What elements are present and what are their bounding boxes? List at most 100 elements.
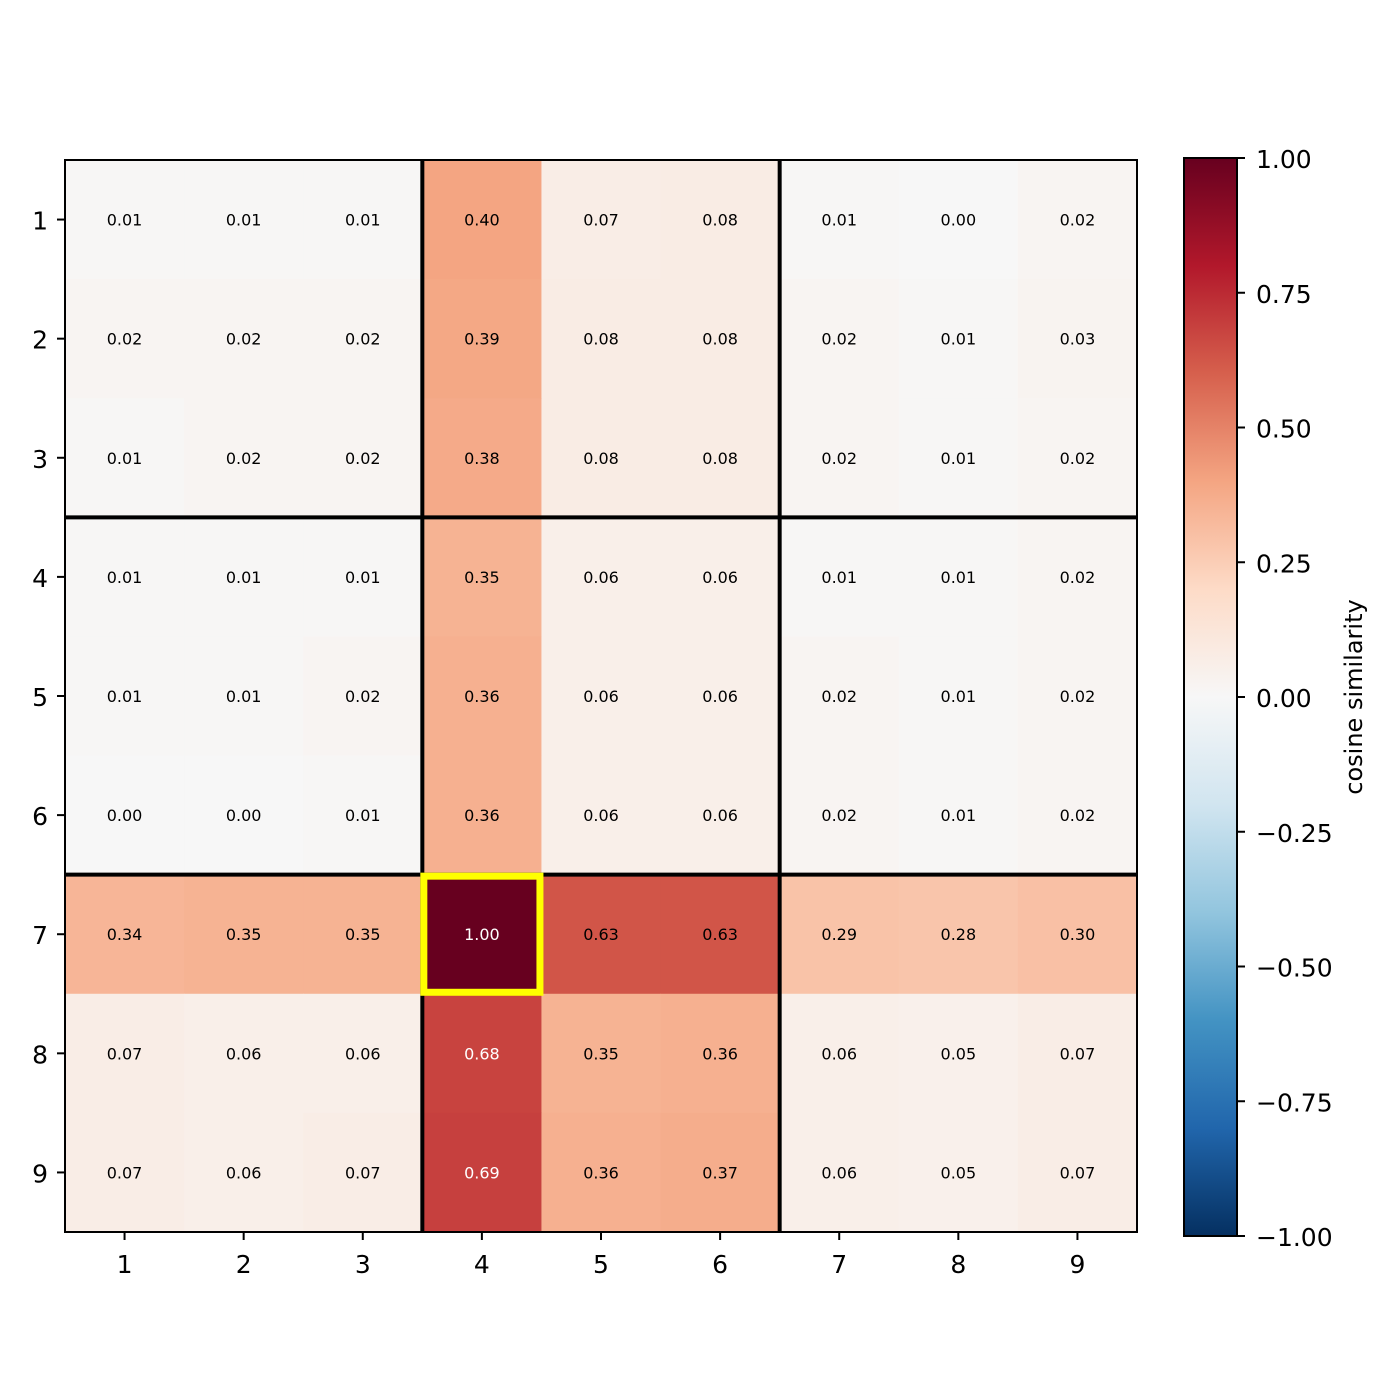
cell-value-label: 0.06: [226, 1044, 262, 1063]
heatmap-cell: [184, 755, 304, 876]
heatmap-cell: [65, 398, 185, 518]
colorbar-tick-label: 1.00: [1256, 145, 1312, 174]
colorbar-ticks: 1.00 0.75 0.50 0.25 0.00 −0.25 −0.50 −0.75 −1.00: [1237, 145, 1333, 1252]
heatmap-cell: [779, 517, 900, 637]
cell-value-label: 0.08: [583, 330, 619, 349]
y-tick-label: 7: [32, 921, 48, 950]
cell-value-label: 0.06: [345, 1044, 381, 1063]
cell-value-label: 0.07: [1060, 1163, 1096, 1182]
cell-value-label: 0.02: [821, 687, 857, 706]
cell-value-label: 0.02: [821, 449, 857, 468]
heatmap-cell: [1017, 874, 1138, 995]
cell-value-label: 0.01: [941, 687, 977, 706]
heatmap-cell: [184, 993, 304, 1114]
heatmap-cell: [541, 279, 662, 399]
heatmap-cell: [660, 1112, 781, 1233]
cell-value-label: 0.01: [107, 687, 143, 706]
cell-value-label: 0.01: [107, 211, 143, 230]
heatmap-cell: [898, 755, 1019, 876]
heatmap-cell: [541, 1112, 662, 1233]
heatmap-cell: [1017, 1112, 1138, 1233]
heatmap-cell: [1017, 160, 1138, 280]
heatmap-cell: [303, 993, 423, 1114]
heatmap-cell: [65, 874, 185, 995]
heatmap-cell: [422, 160, 542, 280]
heatmap-cell: [660, 398, 781, 518]
heatmap-cell: [898, 279, 1019, 399]
cell-value-label: 0.36: [702, 1044, 738, 1063]
cell-value-label: 0.38: [464, 449, 500, 468]
cell-value-label: 0.06: [583, 568, 619, 587]
cell-value-label: 0.02: [1060, 568, 1096, 587]
cell-value-label: 0.07: [107, 1163, 143, 1182]
heatmap-cell: [422, 993, 542, 1114]
heatmap-cell: [184, 636, 304, 757]
cell-value-label: 0.02: [345, 449, 381, 468]
cell-value-label: 0.01: [226, 568, 262, 587]
heatmap-cell: [65, 517, 185, 637]
x-tick-label: 2: [236, 1250, 252, 1279]
heatmap-cell: [779, 755, 900, 876]
cell-value-label: 0.02: [1060, 806, 1096, 825]
cell-value-label: 0.06: [583, 806, 619, 825]
heatmap-cell: [422, 755, 542, 876]
colorbar-tick-label: 0.75: [1256, 280, 1312, 309]
heatmap-cell: [898, 398, 1019, 518]
heatmap-cell: [184, 398, 304, 518]
cell-value-label: 0.36: [464, 687, 500, 706]
cell-value-label: 0.08: [583, 449, 619, 468]
cell-value-label: 0.02: [821, 330, 857, 349]
heatmap-cell: [541, 517, 662, 637]
heatmap-cell: [184, 279, 304, 399]
cell-value-label: 0.08: [702, 330, 738, 349]
x-tick-label: 6: [712, 1250, 728, 1279]
cell-value-label: 0.63: [702, 925, 738, 944]
heatmap-cell: [779, 1112, 900, 1233]
cell-value-label: 0.07: [583, 211, 619, 230]
heatmap-cell: [898, 517, 1019, 637]
colorbar-tick-label: −0.50: [1256, 954, 1333, 983]
x-tick-label: 9: [1069, 1250, 1085, 1279]
cell-value-label: 0.08: [702, 449, 738, 468]
heatmap-cell: [184, 874, 304, 995]
heatmap-cell: [779, 874, 900, 995]
heatmap-cell: [1017, 636, 1138, 757]
heatmap-cell: [303, 517, 423, 637]
cell-labels: 0.01 0.01 0.01 0.40 0.07 0.08 0.01 0.00 0.02 0.02…: [107, 211, 1096, 1183]
y-tick-label: 2: [32, 326, 48, 355]
cell-value-label: 0.01: [941, 568, 977, 587]
heatmap-cell: [779, 993, 900, 1114]
cell-value-label: 0.05: [941, 1044, 977, 1063]
cell-value-label: 0.01: [821, 211, 857, 230]
y-tick-label: 3: [32, 445, 48, 474]
heatmap-cell: [779, 279, 900, 399]
heatmap-cell: [898, 874, 1019, 995]
heatmap-cell: [1017, 517, 1138, 637]
heatmap-cell: [303, 755, 423, 876]
x-tick-label: 5: [593, 1250, 609, 1279]
cell-value-label: 0.01: [941, 449, 977, 468]
cell-value-label: 0.01: [941, 330, 977, 349]
heatmap-cell: [303, 160, 423, 280]
cell-value-label: 0.30: [1060, 925, 1096, 944]
cell-value-label: 0.01: [345, 806, 381, 825]
cell-value-label: 0.06: [821, 1163, 857, 1182]
cell-value-label: 0.00: [941, 211, 977, 230]
heatmap-cell: [303, 874, 423, 995]
heatmap-cell: [422, 279, 542, 399]
y-tick-label: 8: [32, 1040, 48, 1069]
cell-value-label: 0.29: [821, 925, 857, 944]
colorbar-tick-label: 0.00: [1256, 684, 1312, 713]
colorbar-tick-label: 0.50: [1256, 415, 1312, 444]
heatmap-cell: [65, 993, 185, 1114]
cell-value-label: 0.06: [702, 568, 738, 587]
x-tick-label: 4: [474, 1250, 490, 1279]
heatmap-cell: [541, 636, 662, 757]
cell-value-label: 0.06: [226, 1163, 262, 1182]
cell-value-label: 0.63: [583, 925, 619, 944]
cell-value-label: 0.08: [702, 211, 738, 230]
heatmap-cell: [660, 160, 781, 280]
heatmap-cell: [184, 1112, 304, 1233]
cell-value-label: 0.69: [464, 1163, 500, 1182]
cell-value-label: 0.07: [1060, 1044, 1096, 1063]
